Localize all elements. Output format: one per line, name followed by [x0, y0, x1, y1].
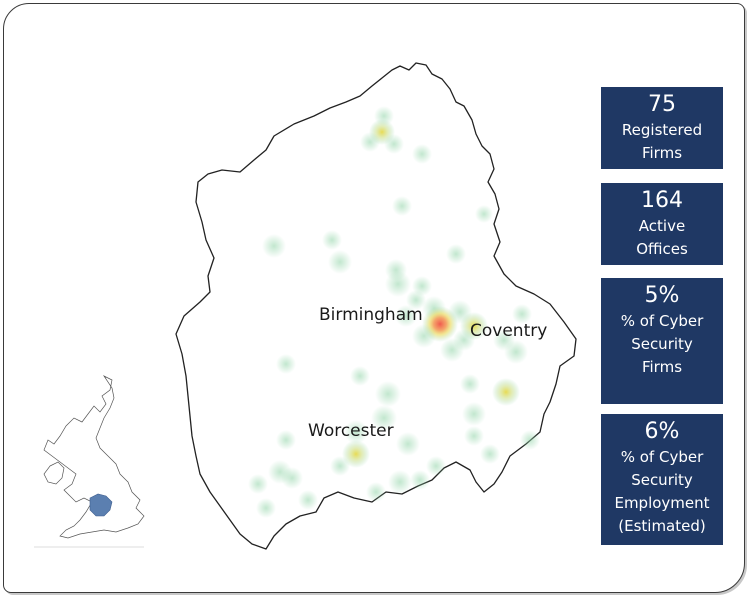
uk-inset-map	[34, 375, 145, 548]
heat-spot	[328, 250, 352, 274]
stat-card-registered-firms: 75 Registered Firms	[601, 87, 723, 169]
inset-region-highlight	[89, 493, 113, 517]
heat-spot	[446, 244, 466, 264]
heat-spot	[460, 374, 480, 394]
heat-spot	[385, 271, 411, 297]
heat-spot	[396, 432, 420, 456]
stat-value: 75	[648, 92, 676, 117]
heat-spot	[366, 482, 386, 502]
stat-value: 164	[641, 188, 683, 213]
heat-spot	[520, 430, 540, 450]
stat-value: 6%	[644, 419, 680, 444]
heat-spot	[426, 456, 446, 476]
heat-spot	[492, 378, 520, 406]
heat-spot	[388, 470, 412, 494]
heat-spot	[360, 132, 380, 152]
stat-card-cyber-firms-share: 5% % of Cyber Security Firms	[601, 278, 723, 404]
heat-spot	[395, 305, 417, 327]
heat-spot	[248, 474, 268, 494]
city-label-coventry: Coventry	[470, 321, 548, 341]
city-label-birmingham: Birmingham	[319, 305, 423, 325]
stat-label: Registered Firms	[621, 121, 703, 162]
stat-label: Active Offices	[636, 217, 688, 258]
heat-spot	[298, 490, 318, 510]
dashboard-card: Birmingham Coventry Worcester 75 Registe…	[3, 3, 745, 593]
heat-spot	[281, 467, 303, 489]
heat-spot	[276, 354, 296, 374]
heat-spot	[412, 144, 432, 164]
heat-spot	[406, 290, 426, 310]
heat-spot	[384, 134, 404, 154]
heat-spot	[412, 324, 436, 348]
heat-spot	[375, 381, 401, 407]
heatmap-layer	[248, 106, 540, 518]
heat-spot	[276, 430, 296, 450]
city-label-worcester: Worcester	[308, 421, 394, 441]
heat-spot	[256, 498, 276, 518]
heat-spot	[330, 456, 350, 476]
heat-spot	[342, 440, 370, 468]
heat-spot	[392, 196, 412, 216]
stat-card-active-offices: 164 Active Offices	[601, 183, 723, 265]
heat-spot	[453, 329, 475, 351]
heat-spot	[462, 402, 486, 426]
heat-spot	[504, 340, 528, 364]
heat-spot	[350, 366, 370, 386]
heat-spot	[464, 426, 484, 446]
heat-spot	[371, 405, 397, 431]
stat-value: 5%	[644, 283, 680, 308]
heat-spot	[322, 230, 342, 250]
stat-label: % of Cyber Security Firms	[620, 312, 704, 376]
heat-spot	[410, 470, 430, 490]
heat-spot	[512, 304, 532, 324]
stat-label: % of Cyber Security Employment (Estimate…	[614, 448, 710, 535]
map-canvas	[34, 62, 577, 550]
heat-spot	[344, 420, 368, 444]
heat-spot	[475, 205, 493, 223]
stat-card-cyber-employment-share: 6% % of Cyber Security Employment (Estim…	[601, 414, 723, 545]
heat-spot	[262, 234, 286, 258]
heat-spot	[480, 444, 500, 464]
